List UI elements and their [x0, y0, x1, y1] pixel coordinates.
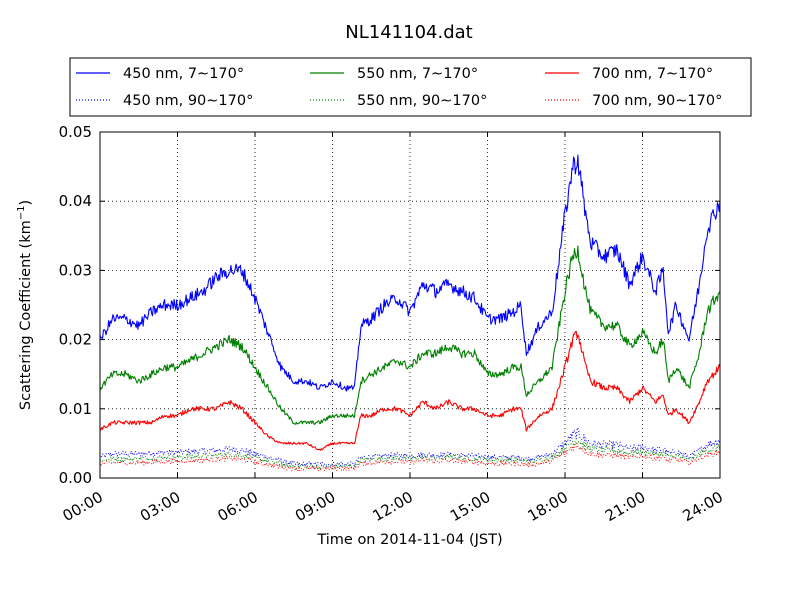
- legend-box: [69, 57, 752, 117]
- series-line-3: [99, 330, 721, 451]
- series-layer: [99, 154, 721, 472]
- y-tick-label: 0.00: [59, 469, 92, 487]
- chart-title: NL141104.dat: [345, 22, 472, 43]
- legend-label: 700 nm, 90∼170°: [592, 93, 722, 109]
- y-axis-label: Scattering Coefficient (km−1): [16, 200, 34, 410]
- y-tick-label: 0.01: [59, 400, 92, 418]
- legend-label: 450 nm, 7∼170°: [123, 66, 244, 82]
- y-tick-label: 0.02: [59, 331, 92, 349]
- y-tick-label: 0.03: [59, 261, 92, 279]
- y-axis-label-tail: ): [18, 200, 34, 206]
- legend-label: 450 nm, 90∼170°: [123, 93, 253, 109]
- legend-label: 700 nm, 7∼170°: [592, 66, 713, 82]
- y-tick-label: 0.05: [59, 123, 92, 141]
- series-line-2: [99, 245, 721, 425]
- y-axis-label-text: Scattering Coefficient (km: [18, 220, 34, 410]
- series-line-1: [99, 154, 721, 392]
- legend: 450 nm, 7∼170° 550 nm, 7∼170° 700 nm, 7∼17…: [69, 57, 752, 117]
- y-axis-label-exponent: −1: [16, 206, 27, 221]
- x-axis-label: Time on 2014-11-04 (JST): [316, 532, 502, 548]
- series-line-6: [99, 443, 721, 472]
- legend-label: 550 nm, 90∼170°: [357, 93, 487, 109]
- legend-label: 550 nm, 7∼170°: [357, 66, 478, 82]
- y-tick-label: 0.04: [59, 192, 92, 210]
- series-line-5: [99, 440, 721, 470]
